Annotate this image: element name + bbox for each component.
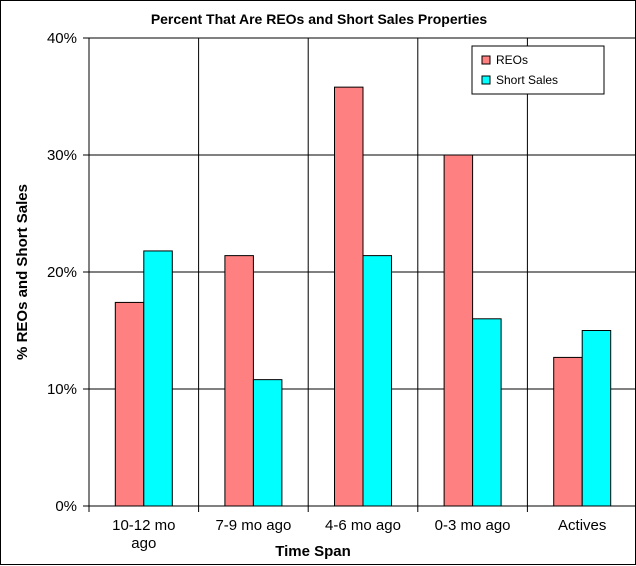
y-tick-label: 40% — [47, 30, 77, 47]
bar-short-sales — [252, 379, 283, 507]
x-tick-label: Actives — [558, 517, 606, 534]
legend-label-reos: REOs — [496, 53, 528, 67]
y-tick-label: 10% — [47, 381, 77, 398]
legend-box — [471, 45, 605, 95]
bar-short-sales — [143, 250, 173, 507]
x-tick-label-line: 0-3 mo ago — [435, 517, 511, 534]
bar-reos — [334, 86, 364, 507]
x-tick-label-line: 10-12 mo — [112, 517, 175, 534]
chart-title: Percent That Are REOs and Short Sales Pr… — [151, 11, 488, 27]
bar-reos — [443, 154, 474, 507]
legend: REOs Short Sales — [471, 45, 605, 95]
y-axis-label: % REOs and Short Sales — [14, 184, 31, 360]
y-tick-label: 20% — [47, 264, 77, 281]
x-tick-label: 0-3 mo ago — [435, 517, 511, 534]
bar-reos — [553, 356, 583, 507]
ticks-layer: 0% 10% 20% 30% 40% 10-12 mo ago 7-9 mo ago 4-6 m… — [47, 30, 606, 552]
bar-short-sales — [472, 318, 502, 507]
bars-layer — [114, 86, 612, 507]
legend-label-short-sales: Short Sales — [496, 73, 558, 87]
bar-short-sales — [581, 330, 612, 507]
x-tick-label: 4-6 mo ago — [325, 517, 401, 534]
bar-reos — [224, 255, 254, 507]
x-axis-label: Time Span — [275, 543, 351, 560]
legend-swatch-reos — [481, 55, 491, 65]
bar-reos — [114, 301, 145, 507]
x-tick-label-line: Actives — [558, 517, 606, 534]
x-tick-label: 7-9 mo ago — [215, 517, 291, 534]
x-tick-label-line: 7-9 mo ago — [215, 517, 291, 534]
x-tick-label: 10-12 mo ago — [112, 517, 175, 552]
y-tick-label: 0% — [55, 498, 77, 515]
legend-swatch-short-sales — [481, 75, 491, 85]
y-tick-label: 30% — [47, 147, 77, 164]
bar-short-sales — [362, 255, 392, 507]
x-tick-label-line: ago — [131, 535, 156, 552]
x-tick-label-line: 4-6 mo ago — [325, 517, 401, 534]
